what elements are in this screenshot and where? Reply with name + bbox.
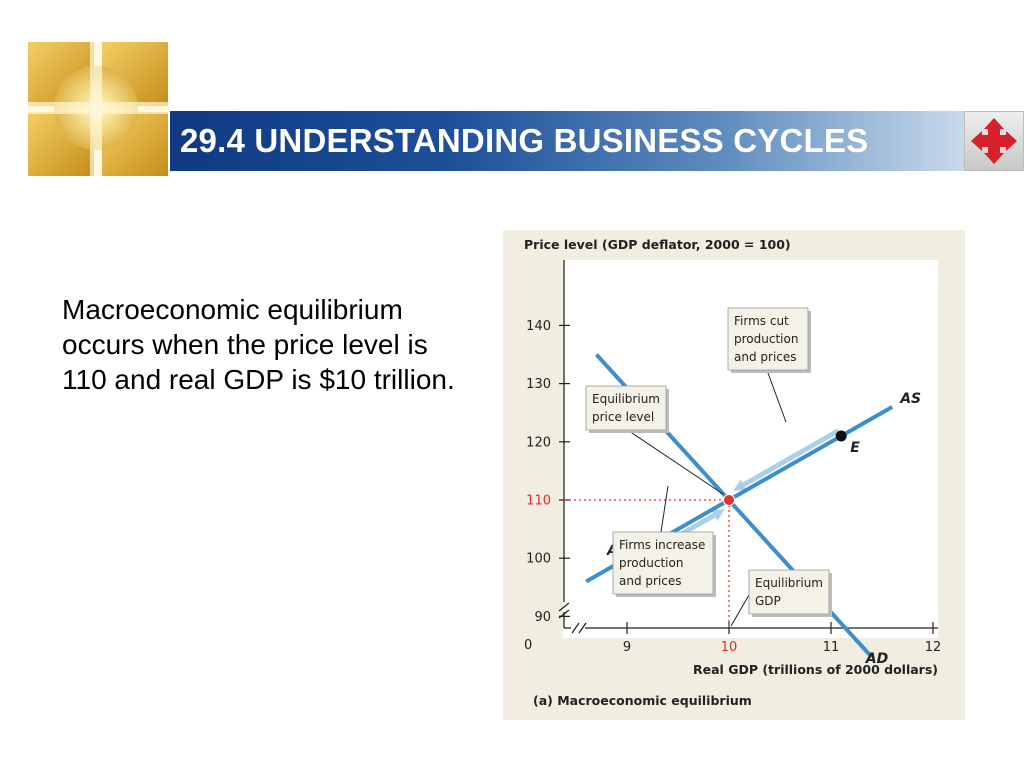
equilibrium-guides [564, 499, 730, 628]
x-tick-label: 11 [823, 640, 840, 655]
arrow-shaft [742, 428, 840, 487]
x-ticks: 9 10 11 12 [623, 622, 941, 655]
arrow-head [733, 479, 747, 491]
annotation-text-line: Firms cut [734, 314, 789, 328]
x-tick-label: 12 [925, 640, 942, 655]
chart-caption: (a) Macroeconomic equilibrium [533, 693, 752, 708]
title-bar: 29.4 UNDERSTANDING BUSINESS CYCLES [170, 111, 964, 171]
origin-label: 0 [524, 638, 532, 653]
point-label-a: A [606, 543, 618, 559]
annotation-box [748, 569, 830, 615]
point-e [835, 430, 847, 442]
as-curve-label: AS [899, 391, 921, 407]
body-text: Macroeconomic equilibrium occurs when th… [62, 294, 455, 395]
x-tick-label: 9 [623, 640, 631, 655]
annotation-leader-line [730, 594, 750, 627]
chart-figure: Price level (GDP deflator, 2000 = 100) 9… [503, 230, 965, 720]
y-tick-label: 120 [526, 435, 551, 450]
nav-button[interactable] [964, 111, 1024, 171]
annotation-text-line: and prices [619, 574, 682, 588]
annotations: Firms cut production and prices Equilibrium… [585, 307, 832, 627]
annotation-box [585, 385, 667, 431]
annotation-text-line: production [734, 332, 798, 346]
y-axis-label: Price level (GDP deflator, 2000 = 100) [524, 237, 791, 252]
x-tick-label: 10 [721, 640, 738, 655]
annotation-text-line: Firms increase [619, 538, 705, 552]
annotation-text-line: Equilibrium [755, 576, 823, 590]
annotation-box [727, 307, 809, 371]
ad-curve-label: AD [865, 651, 888, 667]
annotation-eq-gdp: Equilibrium GDP [730, 569, 832, 627]
annotation-leader-line [625, 428, 724, 495]
y-tick-label: 140 [526, 319, 551, 334]
equilibrium-point [723, 494, 735, 506]
annotation-eq-price: Equilibrium price level [585, 385, 724, 495]
arrow-head [711, 509, 725, 521]
annotation-firms-increase: Firms increase production and prices [612, 485, 716, 597]
points: AE [606, 430, 860, 564]
x-axis-label: Real GDP (trillions of 2000 dollars) [693, 662, 938, 677]
slide-title: 29.4 UNDERSTANDING BUSINESS CYCLES [180, 122, 869, 159]
y-tick-label: 90 [534, 610, 551, 625]
arrow-cut [733, 428, 840, 491]
golden-squares-logo-icon [28, 42, 168, 176]
annotation-firms-cut: Firms cut production and prices [727, 307, 811, 423]
point-label-e: E [850, 440, 860, 456]
annotation-leader-line [767, 372, 787, 423]
annotation-text-line: price level [592, 410, 654, 424]
y-tick-label: 100 [526, 552, 551, 567]
annotation-text-line: Equilibrium [592, 392, 660, 406]
four-way-arrows-icon [971, 118, 1017, 164]
annotation-text-line: and prices [734, 350, 797, 364]
y-tick-label: 130 [526, 377, 551, 392]
y-tick-label: 110 [526, 494, 551, 509]
annotation-box [612, 531, 714, 595]
annotation-text-line: GDP [755, 594, 781, 608]
annotation-text-line: production [619, 556, 683, 570]
annotation-leader-line [660, 485, 669, 533]
y-ticks: 90 100 110 120 130 140 [526, 319, 570, 625]
